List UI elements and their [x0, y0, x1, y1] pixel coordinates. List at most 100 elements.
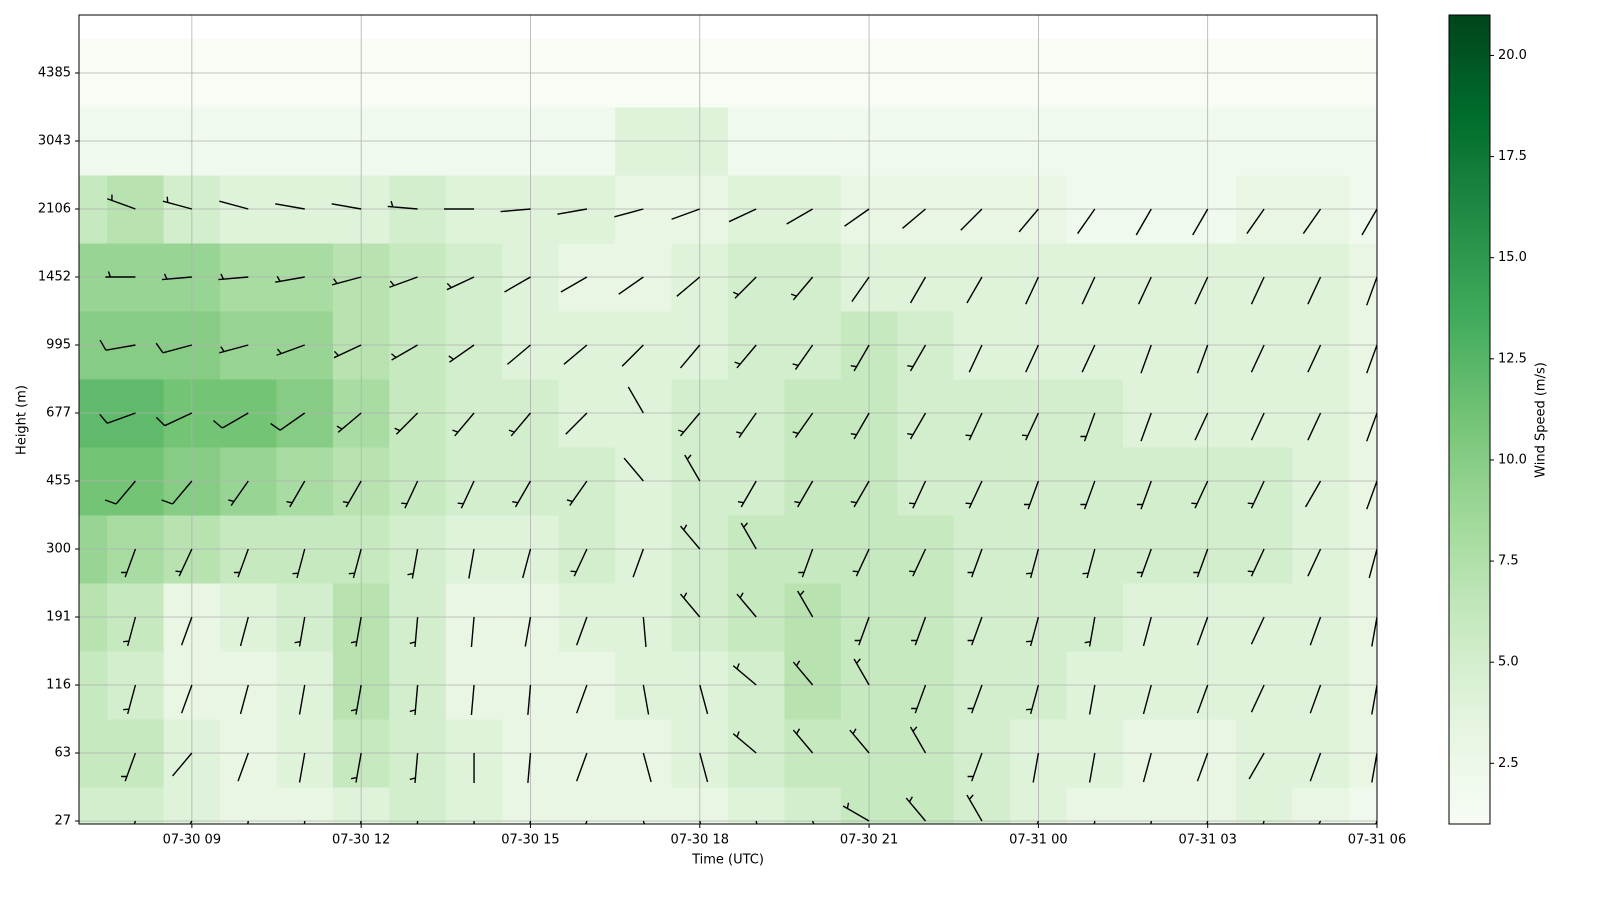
wind-barb [508, 412, 532, 437]
heatmap-cell [1235, 787, 1293, 824]
wind-barb [219, 200, 249, 210]
wind-barb [909, 276, 927, 304]
wind-barb [1136, 480, 1152, 510]
heatmap-cell [389, 787, 447, 824]
wind-barb [1081, 276, 1096, 305]
wind-barb [902, 208, 926, 229]
wind-barb [416, 820, 419, 824]
wind-barb [966, 276, 983, 304]
wind-barb [237, 752, 249, 782]
heatmap-cell [220, 787, 278, 824]
y-tick-label: 4385 [38, 66, 71, 81]
wind-barb [121, 752, 137, 782]
wind-barb [219, 344, 249, 354]
x-tick-label: 07-30 09 [163, 833, 221, 848]
wind-barb [524, 616, 532, 647]
wind-barb [527, 752, 532, 783]
colorbar [1448, 14, 1491, 825]
wind-barb [575, 616, 588, 646]
colorbar-tick-label: 20.0 [1498, 48, 1527, 63]
wind-barb [161, 480, 193, 505]
wind-barb [853, 658, 870, 686]
wind-barb [1196, 616, 1209, 646]
wind-barb [247, 820, 249, 824]
wind-barb [1196, 344, 1209, 374]
wind-barb [331, 203, 362, 210]
wind-barb [233, 548, 249, 578]
wind-barb [1307, 344, 1322, 373]
y-tick-label: 3043 [38, 134, 71, 149]
x-axis-label: Time (UTC) [691, 853, 764, 868]
x-tick-label: 07-30 15 [501, 833, 559, 848]
wind-barb [850, 412, 870, 440]
wind-barb [1318, 820, 1322, 824]
wind-barb [1084, 616, 1096, 647]
wind-barb [527, 684, 532, 715]
wind-barb [732, 663, 757, 686]
wind-barb [1196, 752, 1209, 782]
y-tick-label: 995 [46, 338, 71, 353]
wind-barb [798, 548, 814, 578]
y-tick-label: 455 [46, 474, 71, 489]
wind-barb [907, 412, 927, 440]
wind-barb [679, 344, 701, 369]
wind-barb [470, 684, 475, 715]
wind-barb [1023, 480, 1040, 510]
y-tick-label: 116 [46, 678, 71, 693]
heatmap-cell [79, 787, 108, 824]
wind-barb [239, 616, 249, 647]
wind-barb [679, 592, 701, 618]
colorbar-tick-label: 5.0 [1498, 655, 1519, 670]
wind-barb [557, 208, 588, 215]
wind-barb [642, 616, 647, 647]
wind-barb [401, 480, 419, 509]
wind-barb [1262, 820, 1265, 824]
wind-barb [811, 820, 815, 824]
wind-barb [468, 548, 475, 579]
wind-barb [563, 344, 588, 365]
wind-barb [228, 480, 249, 506]
wind-barb [909, 726, 927, 754]
heatmap-cell [107, 787, 165, 824]
wind-barb [155, 412, 193, 427]
wind-barb [446, 276, 475, 291]
wind-barb [755, 820, 758, 824]
wind-barb [342, 480, 362, 508]
wind-barb [560, 276, 588, 293]
wind-barb [1142, 752, 1152, 783]
wind-barb [909, 480, 927, 509]
wind-barbs [79, 194, 1377, 824]
x-tick-label: 07-31 06 [1348, 833, 1406, 848]
wind-barb [292, 548, 306, 579]
wind-barb [736, 592, 757, 618]
wind-barb [1093, 820, 1096, 824]
wind-barb [684, 454, 701, 482]
heatmap-cell [784, 787, 842, 824]
wind-barb [1366, 480, 1377, 510]
wind-barb [1307, 548, 1322, 577]
wind-barb [99, 339, 136, 351]
wind-barb [1150, 820, 1152, 824]
wind-barb [239, 684, 249, 715]
wind-barb [1135, 208, 1152, 236]
wind-barb [642, 820, 646, 824]
wind-barb [565, 412, 588, 435]
wind-barb [1302, 208, 1322, 234]
plot-frame [78, 14, 1378, 825]
wind-barb [212, 412, 249, 429]
wind-barb [298, 684, 306, 715]
wind-barb [275, 203, 305, 210]
heatmap-cell [276, 787, 334, 824]
wind-barb [1368, 548, 1377, 579]
colorbar-tick-label: 12.5 [1498, 351, 1527, 366]
y-tick-label: 27 [54, 814, 71, 829]
wind-barb [294, 616, 306, 647]
wind-barb [275, 275, 305, 283]
wind-barb [849, 728, 870, 754]
wind-barb [1018, 208, 1039, 233]
x-tick-label: 07-30 12 [332, 833, 390, 848]
wind-barb [387, 200, 418, 210]
heatmap-cell [1066, 787, 1124, 824]
wind-barb [1247, 480, 1265, 509]
